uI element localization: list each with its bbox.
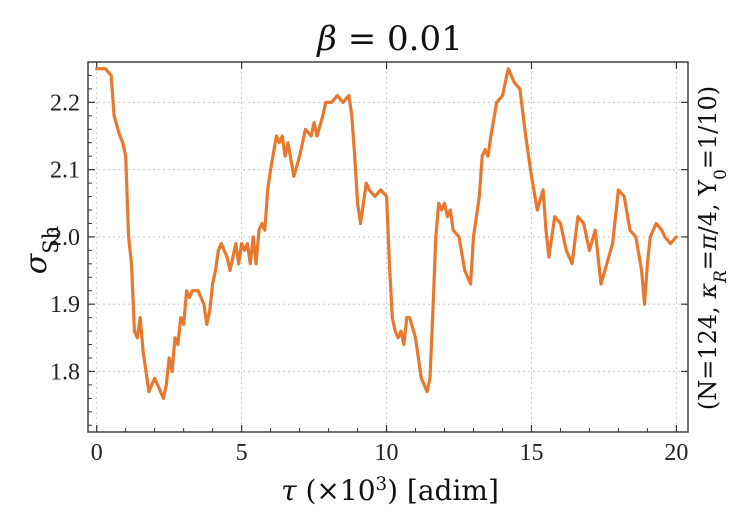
y-tick-label: 2.2	[50, 90, 80, 116]
parameters-label: (N=124, κR=π/4, Y0=1/10)	[694, 86, 730, 410]
chart-title: β = 0.01	[315, 19, 462, 59]
x-axis-label: τ (×103) [adim]	[281, 474, 499, 508]
tick-labels: 0 5 10 15 20 1.8 1.9 2.0 2.1 2.2	[50, 90, 688, 466]
y-axis-label: σSh	[19, 226, 63, 274]
y-tick-label: 1.8	[50, 359, 80, 385]
y-tick-label: 2.1	[50, 158, 80, 184]
x-tick-label: 5	[236, 440, 248, 466]
y-tick-label: 2.0	[50, 225, 80, 251]
x-tick-label: 0	[91, 440, 103, 466]
plot-frame	[87, 61, 689, 433]
x-tick-label: 20	[664, 440, 688, 466]
y-tick-label: 1.9	[50, 292, 80, 318]
axis-ticks	[88, 62, 688, 432]
series-line	[95, 67, 678, 400]
x-tick-label: 10	[375, 440, 399, 466]
x-tick-label: 15	[519, 440, 543, 466]
